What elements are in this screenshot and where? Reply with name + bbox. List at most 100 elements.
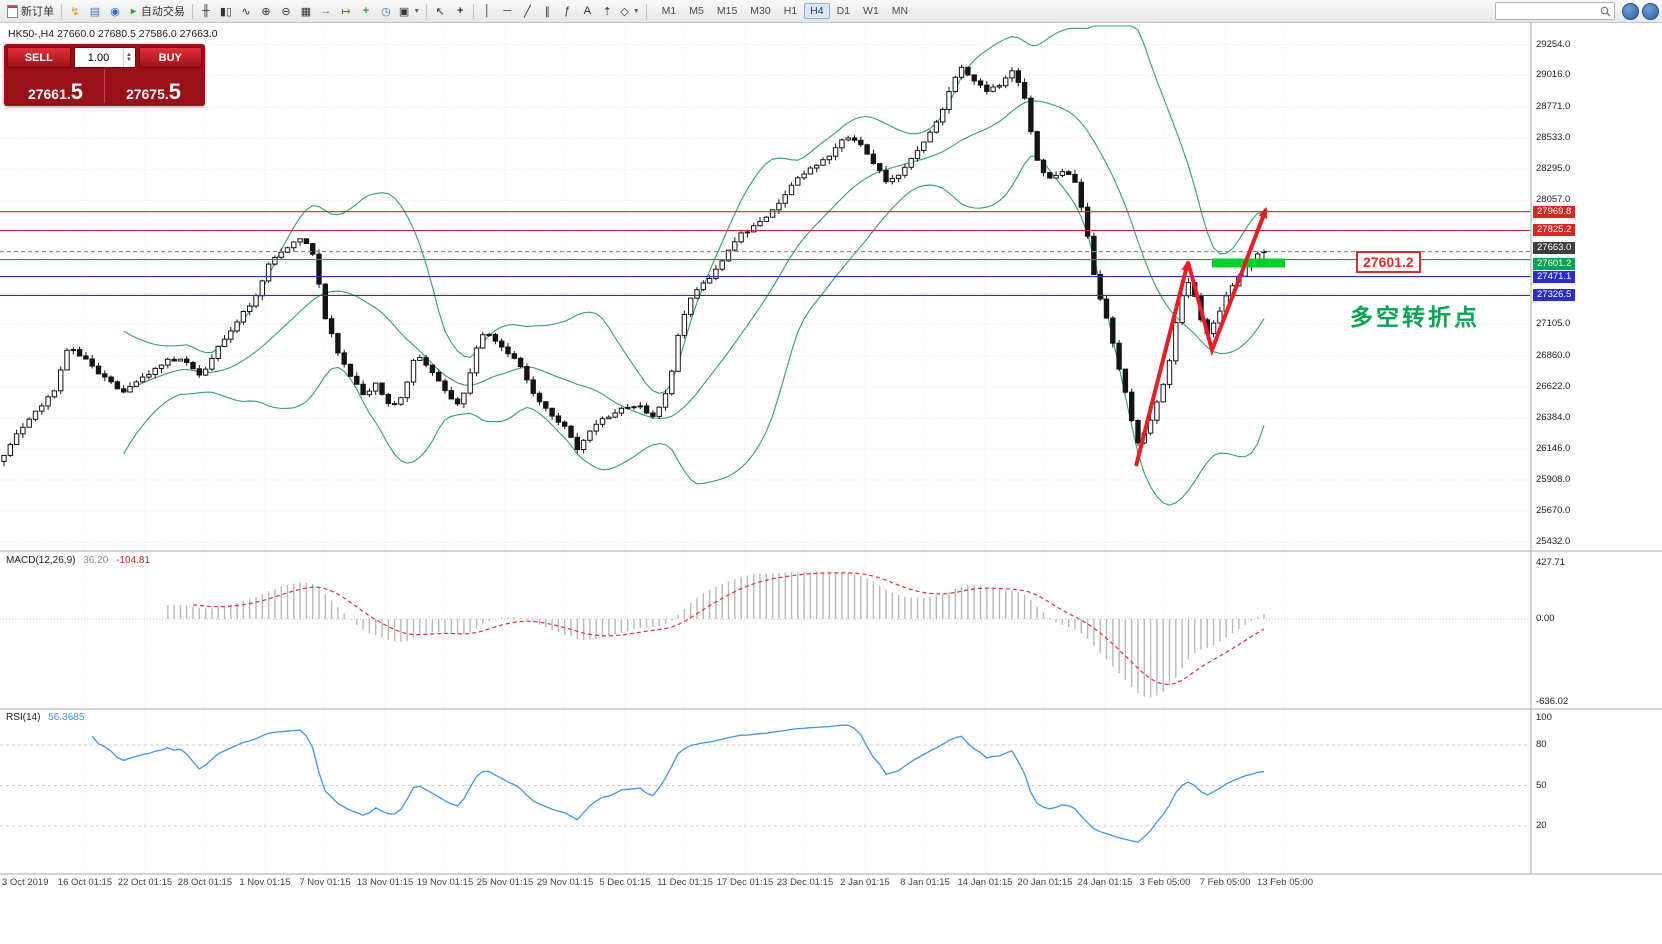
arrows-tool-icon[interactable]: ⇡ <box>602 5 612 18</box>
candle-body <box>1066 171 1072 175</box>
search-icon[interactable] <box>1600 6 1611 17</box>
trend-arrow-leg1[interactable] <box>1134 259 1191 467</box>
candle-body <box>234 321 240 332</box>
candle-body <box>316 253 322 285</box>
candle-body <box>965 66 971 76</box>
timeframe-mn[interactable]: MN <box>891 5 909 17</box>
play-icon: ► <box>129 6 138 16</box>
candle-body <box>839 139 845 149</box>
fibonacci-icon[interactable]: ƒ <box>564 5 571 17</box>
lightning-icon[interactable]: ↯ <box>70 5 80 18</box>
sell-button[interactable]: SELL <box>7 47 71 68</box>
candle-body <box>1028 97 1034 133</box>
buy-price[interactable]: 27675. 5 <box>105 70 202 103</box>
zoom-out-icon[interactable]: ⊖ <box>281 5 291 18</box>
candle-body <box>958 66 965 78</box>
line-chart-icon[interactable]: ∿ <box>241 5 251 18</box>
timeframe-m1[interactable]: M1 <box>661 5 677 17</box>
spinner-down-icon[interactable]: ▼ <box>126 56 132 63</box>
timeframe-d1[interactable]: D1 <box>836 5 851 17</box>
candle-body <box>1059 171 1066 176</box>
candle-body <box>1009 70 1015 79</box>
candle-body <box>1015 70 1021 83</box>
timeframe-w1[interactable]: W1 <box>863 5 879 17</box>
new-order-button[interactable]: 新订单 <box>3 2 58 20</box>
candle-body <box>1179 295 1185 324</box>
candle-body <box>373 382 379 392</box>
periods-icon[interactable]: ◷ <box>381 5 391 18</box>
spinner-up-icon[interactable]: ▲ <box>126 51 132 58</box>
candle-body <box>442 380 448 392</box>
trendline-icon[interactable]: ╱ <box>523 5 531 18</box>
turning-point-annotation[interactable]: 多空转折点 <box>1350 303 1480 330</box>
alerts-icon[interactable] <box>1642 2 1659 20</box>
candle-body <box>549 407 555 417</box>
candle-body <box>795 177 801 186</box>
candle-body <box>177 358 184 362</box>
buy-button[interactable]: BUY <box>138 47 202 68</box>
timeframe-m5[interactable]: M5 <box>689 5 704 17</box>
timeframe-m30[interactable]: M30 <box>750 5 771 17</box>
candle-body <box>448 390 455 400</box>
candle-body <box>826 155 832 161</box>
candle-body <box>240 311 247 323</box>
price-annotation-box[interactable]: 27601.2 <box>1356 250 1421 273</box>
profiles-icon[interactable]: ▤ <box>89 5 101 18</box>
candle-body <box>1185 282 1192 297</box>
highlight-bar[interactable] <box>1212 258 1285 268</box>
candle-body <box>1084 206 1091 237</box>
candlestick-chart-icon[interactable]: ▮▯ <box>219 5 232 18</box>
volume-input[interactable] <box>74 48 123 67</box>
candle-body <box>64 349 70 371</box>
shapes-icon[interactable]: ◇ ▼ <box>620 5 640 18</box>
candle-body <box>517 357 524 367</box>
channel-icon[interactable]: ∥ <box>544 5 551 18</box>
timeframe-m15[interactable]: M15 <box>716 5 738 17</box>
candle-body <box>297 238 303 243</box>
sell-price[interactable]: 27661. 5 <box>7 70 105 103</box>
candle-body <box>1173 322 1179 362</box>
candle-body <box>259 280 266 297</box>
new-chart-icon[interactable]: + <box>362 5 370 17</box>
toolbar-separator <box>61 3 62 19</box>
candle-body <box>820 159 826 166</box>
tile-windows-icon[interactable]: ▦ <box>300 5 312 18</box>
candle-body <box>1147 419 1154 434</box>
candle-body <box>284 247 291 253</box>
candle-body <box>744 231 751 234</box>
horizontal-line-icon[interactable]: ─ <box>503 5 512 17</box>
candle-body <box>769 209 776 218</box>
cursor-icon[interactable]: ↖ <box>435 5 445 18</box>
candle-body <box>385 393 392 405</box>
search-input[interactable] <box>1499 4 1600 18</box>
candle-body <box>788 184 795 196</box>
text-tool-icon[interactable]: A <box>583 5 591 17</box>
candle-body <box>1160 383 1166 403</box>
candle-body <box>625 406 631 409</box>
candle-body <box>51 390 58 398</box>
candle-body <box>341 352 347 365</box>
vertical-line-icon[interactable]: │ <box>483 5 491 17</box>
zoom-in-icon[interactable]: ⊕ <box>261 5 271 18</box>
crosshair-icon[interactable]: + <box>457 5 464 17</box>
bar-chart-icon[interactable]: ╫ <box>202 5 210 17</box>
autoscroll-icon[interactable]: → <box>320 5 332 17</box>
autotrading-button[interactable]: ► 自动交易 <box>125 2 189 20</box>
candle-body <box>114 381 121 390</box>
snapshot-icon[interactable]: ▣ ▼ <box>398 5 421 18</box>
community-icon[interactable] <box>1622 2 1639 20</box>
volume-spinner[interactable]: ▲ ▼ <box>122 48 135 67</box>
trend-arrow-leg2[interactable] <box>1186 206 1268 357</box>
timeframe-h4[interactable]: H4 <box>804 3 830 19</box>
sell-label: SELL <box>24 51 53 64</box>
timeframe-h1[interactable]: H1 <box>783 5 798 17</box>
chart-shift-icon[interactable]: ↦ <box>341 5 351 18</box>
search-box[interactable] <box>1495 2 1615 20</box>
new-order-icon <box>7 4 18 18</box>
support-icon[interactable]: ◉ <box>110 5 120 18</box>
candle-body <box>580 439 587 450</box>
timeframe-group: M1 M5 M15 M30 H1 H4 D1 W1 MN <box>656 3 914 19</box>
candle-body <box>562 421 568 427</box>
candle-body <box>1047 172 1053 179</box>
